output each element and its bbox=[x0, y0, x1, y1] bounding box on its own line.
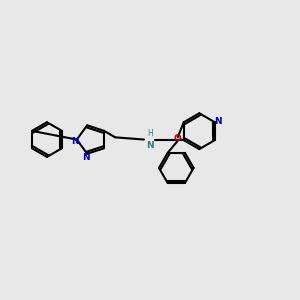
Text: O: O bbox=[174, 134, 182, 143]
Text: H: H bbox=[147, 129, 153, 138]
Text: N: N bbox=[214, 117, 222, 126]
Text: N: N bbox=[82, 153, 89, 162]
Text: N: N bbox=[146, 141, 154, 150]
Text: N: N bbox=[70, 136, 78, 146]
